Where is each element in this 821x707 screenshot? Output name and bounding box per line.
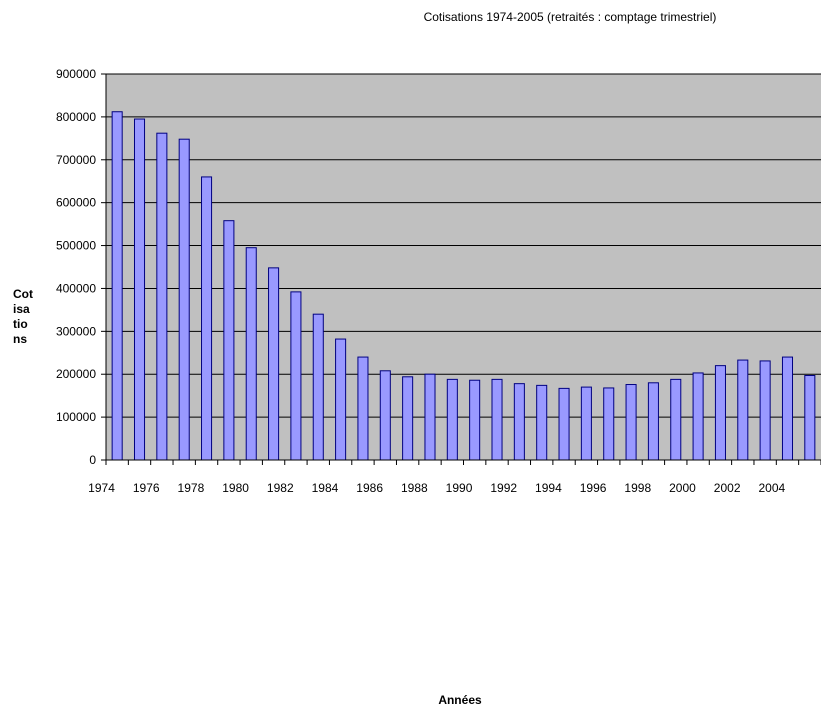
y-axis: 0 100000 200000 300000 400000 500000 600000 700… (56, 67, 107, 467)
bar (133, 118, 146, 461)
chart-title: Cotisations 1974-2005 (retraités : compt… (423, 10, 717, 24)
x-tick-label: 1988 (401, 481, 428, 495)
y-tick-label: 700000 (56, 153, 96, 167)
y-tick-label: 300000 (56, 324, 96, 338)
bar (670, 378, 682, 461)
x-tick-label: 1986 (356, 481, 383, 495)
bar (759, 360, 771, 461)
bar (804, 375, 816, 461)
bar (625, 384, 637, 461)
x-tick-label: 1974 (88, 481, 115, 495)
x-tick-label: 1998 (624, 481, 651, 495)
bar (290, 291, 302, 461)
bar (156, 132, 168, 461)
bar (424, 373, 436, 461)
x-axis-label: Années (438, 693, 482, 707)
y-tick-label: 0 (89, 453, 96, 467)
x-tick-label: 2004 (758, 481, 785, 495)
bar (223, 220, 235, 461)
bar (491, 378, 503, 461)
y-axis-label-line: ns (13, 332, 28, 346)
x-tick-label: 1996 (580, 481, 607, 495)
x-tick-label: 1994 (535, 481, 562, 495)
x-tick-label: 2002 (714, 481, 741, 495)
x-tick-label: 1992 (490, 481, 517, 495)
bar (714, 365, 726, 461)
bar (201, 176, 213, 461)
bar (647, 382, 659, 461)
bar (558, 387, 570, 461)
x-tick-label: 1978 (178, 481, 205, 495)
x-tick-label: 2000 (669, 481, 696, 495)
bar (737, 359, 749, 461)
bars (111, 111, 816, 461)
bar (580, 386, 592, 461)
bar (402, 376, 414, 461)
y-tick-label: 200000 (56, 367, 96, 381)
x-tick-label: 1990 (446, 481, 473, 495)
bar (312, 313, 324, 461)
bar (781, 356, 794, 461)
y-axis-label-line: Cot (13, 287, 33, 301)
x-tick-label: 1976 (133, 481, 160, 495)
bar (692, 372, 704, 461)
x-tick-label: 1982 (267, 481, 294, 495)
bar (379, 370, 391, 461)
y-axis-label-line: tio (13, 317, 28, 331)
bar (268, 267, 280, 461)
bar (513, 383, 525, 461)
x-tick-label: 1984 (312, 481, 339, 495)
bar (245, 247, 257, 461)
bar (357, 356, 369, 461)
bar (111, 111, 123, 461)
x-tick-label: 1980 (222, 481, 249, 495)
y-tick-label: 400000 (56, 281, 96, 295)
plot-area (106, 73, 821, 460)
y-tick-label: 900000 (56, 67, 96, 81)
bar (178, 138, 190, 461)
y-tick-label: 500000 (56, 239, 96, 253)
x-axis: 1974 1976 1978 1980 1982 1984 1986 1988 1990 1992… (88, 459, 821, 495)
y-axis-label-line: isa (13, 302, 30, 316)
plot-background (106, 74, 821, 460)
y-tick-label: 100000 (56, 410, 96, 424)
bar (603, 387, 615, 461)
bar (536, 384, 548, 461)
bar (469, 379, 481, 461)
y-tick-label: 600000 (56, 196, 96, 210)
y-axis-label: Cot isa tio ns (13, 287, 53, 347)
bar (446, 378, 458, 461)
bar (335, 338, 347, 461)
y-tick-label: 800000 (56, 110, 96, 124)
